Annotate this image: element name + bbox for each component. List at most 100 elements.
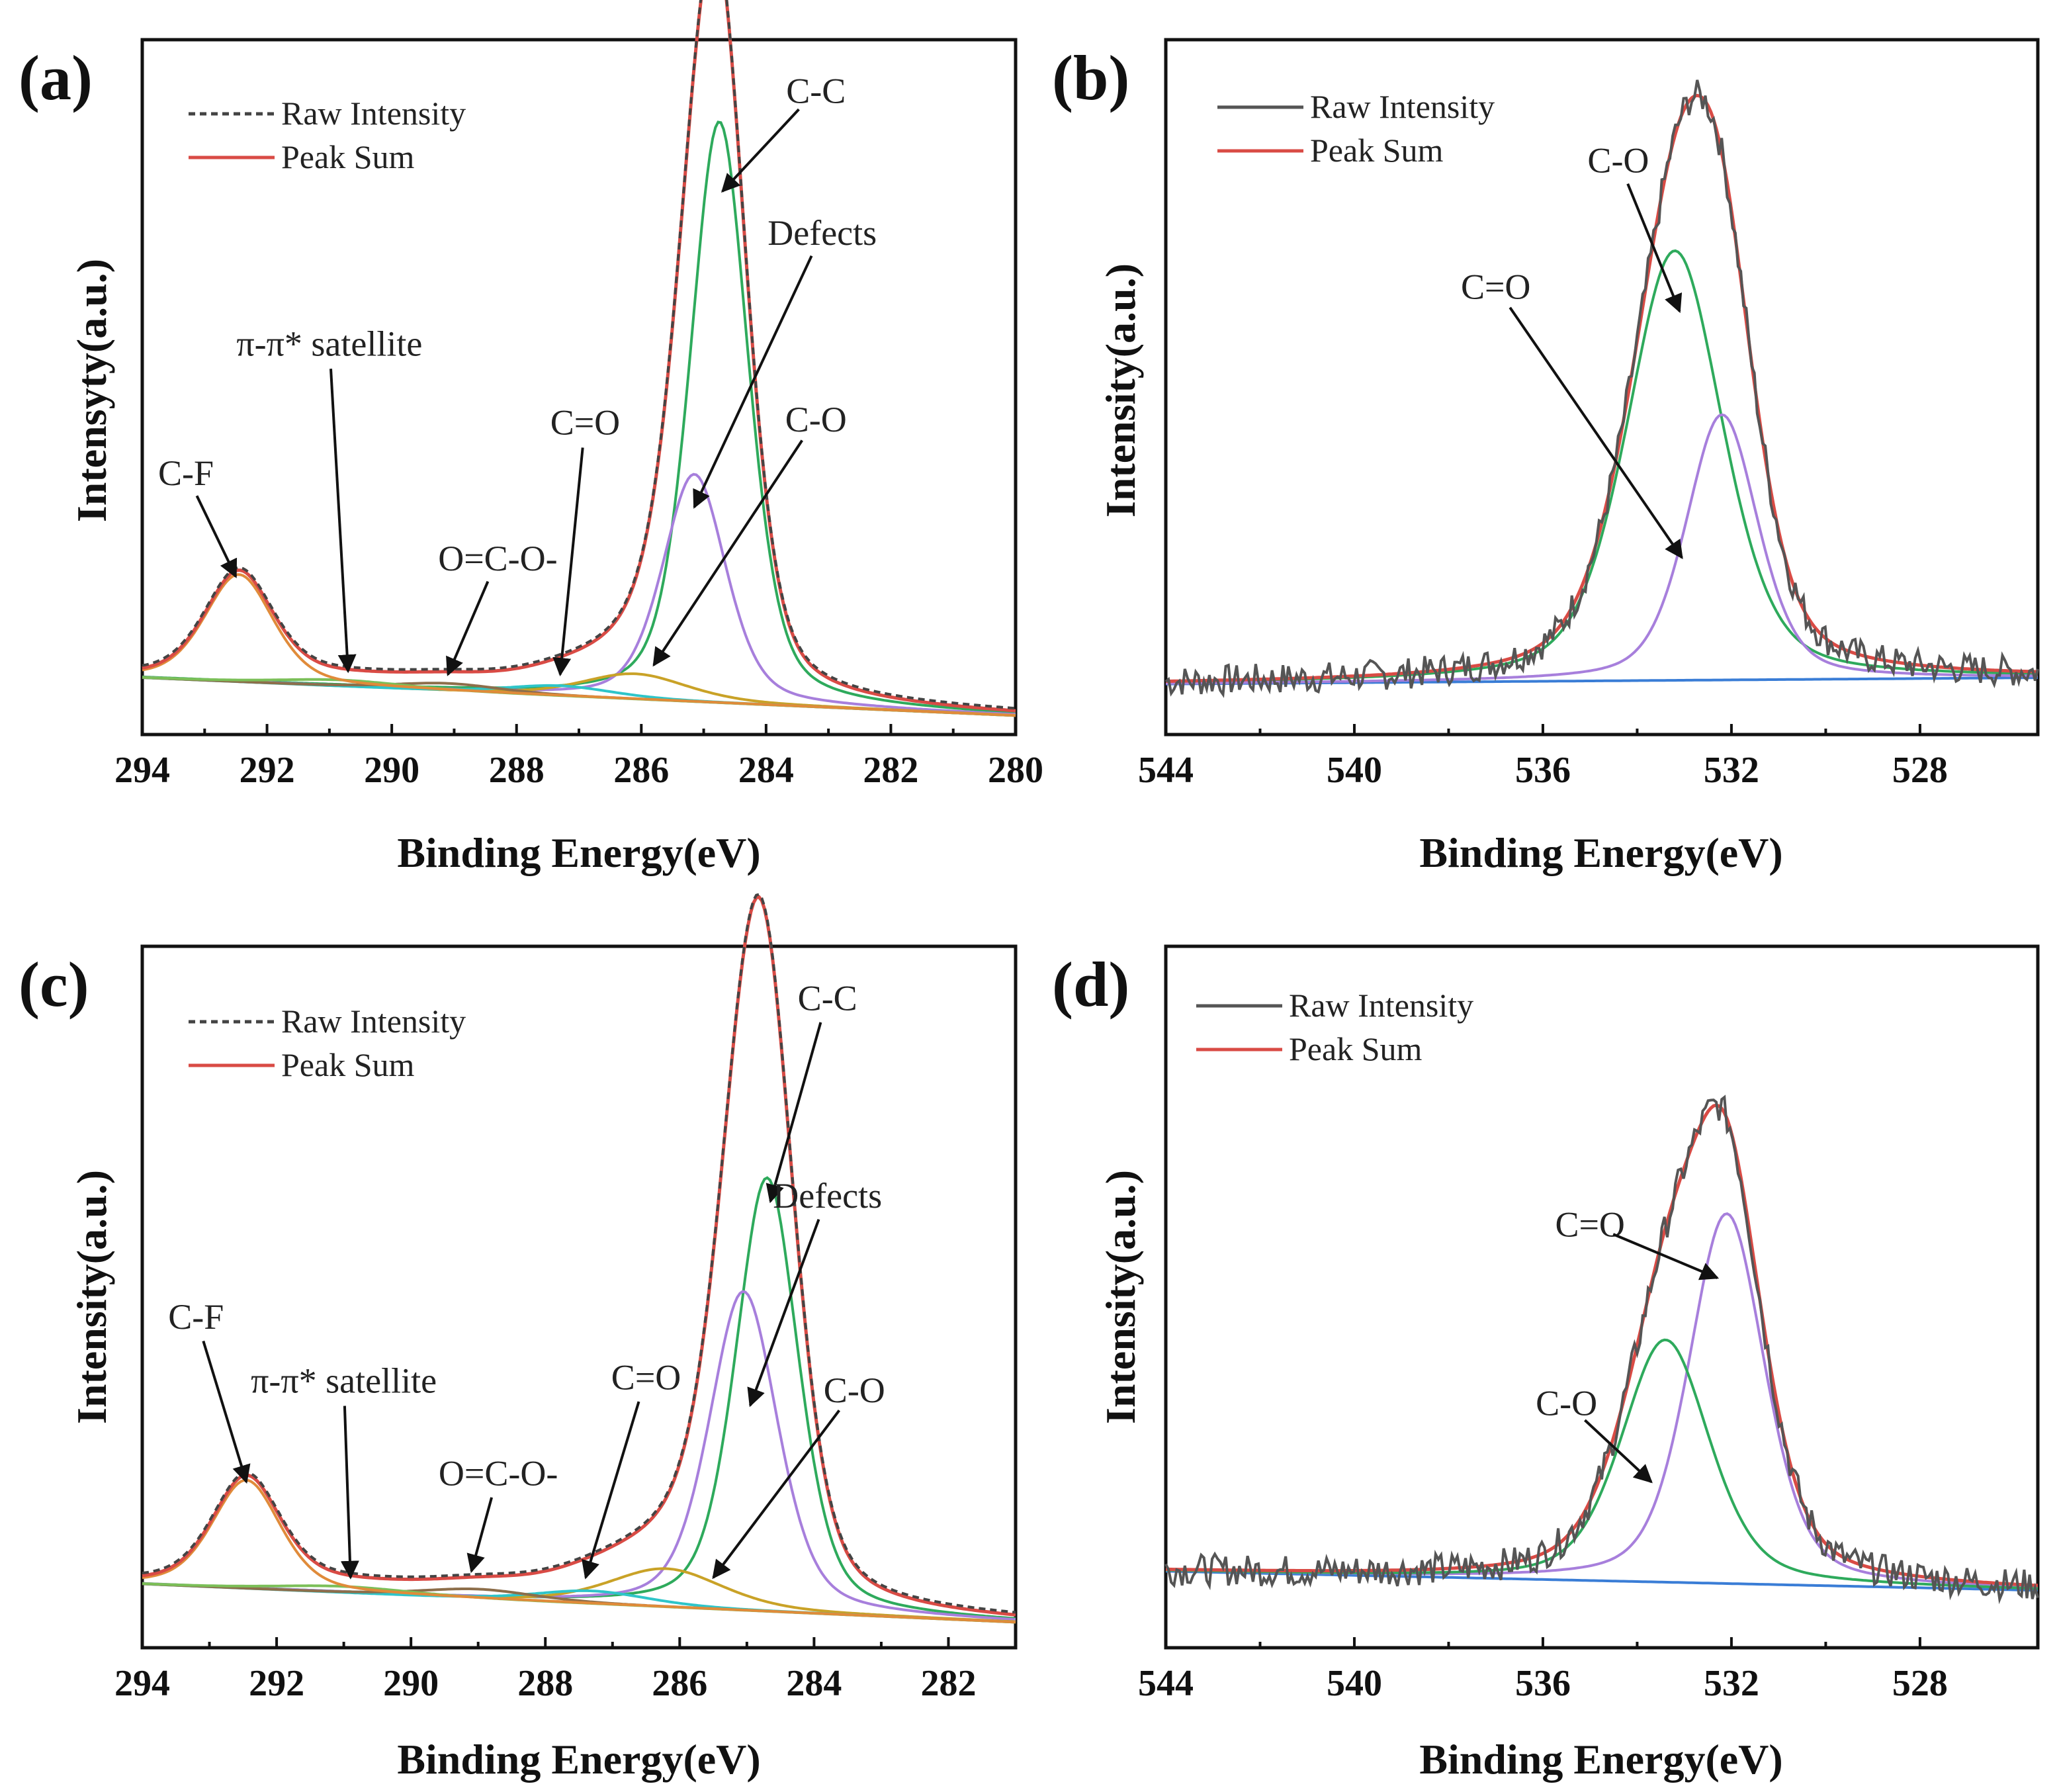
x-tick-label: 294 [114, 1663, 170, 1704]
x-tick-label: 286 [613, 750, 669, 791]
component-c-f [142, 573, 1016, 717]
y-axis-title-b: Intensity(a.u.) [1097, 263, 1144, 517]
legend-raw-label: Raw Intensity [281, 1003, 466, 1040]
x-tick-label: 540 [1327, 1663, 1382, 1704]
component-c-f [142, 1478, 1016, 1624]
panel-a: (a) Intensyty(a.u.) Binding Energy(eV) 2… [19, 0, 1043, 876]
annotation-c-c: C-C [798, 978, 857, 1018]
annotation-ceqo: C=O [611, 1358, 681, 1398]
annotation-arrow [552, 447, 584, 677]
annotations-d: C=O C-O [1536, 1204, 1720, 1484]
annotation-c-o: C-O [785, 400, 847, 439]
legend-b: Raw Intensity Peak Sum [1217, 88, 1495, 169]
x-tick-label: 286 [652, 1663, 707, 1704]
component-c-o [1165, 1338, 2038, 1590]
annotation-defects: Defects [767, 213, 877, 253]
annotation-arrow [766, 1022, 822, 1204]
x-ticks-a: 294 292 290 288 286 284 282 280 [114, 724, 1043, 791]
raw-intensity-curve [1164, 1095, 2039, 1605]
annotation-ceqo: C=O [1461, 267, 1530, 306]
component-c-o [1165, 249, 2038, 684]
annotation-pi-pistar-satellite: π-π* satellite [251, 1361, 437, 1401]
panel-label-a: (a) [19, 42, 93, 113]
annotation-c-o: C-O [824, 1370, 885, 1410]
annotation-arrow [652, 439, 803, 667]
y-axis-title-c: Intensity(a.u.) [68, 1170, 115, 1424]
annotation-pi-pistar-satellite: π-π* satellite [236, 324, 422, 363]
y-axis-title-d: Intensity(a.u.) [1097, 1170, 1144, 1424]
component-ceqo [1166, 413, 2038, 685]
annotation-arrow [1509, 306, 1683, 560]
x-tick-label: 532 [1704, 1663, 1759, 1704]
x-axis-title-a: Binding Energy(eV) [397, 829, 760, 876]
annotation-oeqc-o: O=C-O- [438, 539, 557, 578]
legend-raw-label: Raw Intensity [1310, 88, 1495, 125]
x-tick-label: 536 [1515, 1663, 1571, 1704]
legend-c: Raw Intensity Peak Sum [189, 1003, 466, 1083]
raw-intensity-curve [142, 893, 1016, 1614]
annotation-arrow [1612, 1233, 1720, 1280]
annotation-arrow [582, 1401, 640, 1580]
panel-d: (d) Intensity(a.u.) Binding Energy(eV) 5… [1052, 944, 2040, 1783]
x-axis-title-c: Binding Energy(eV) [397, 1736, 760, 1783]
annotation-arrow [340, 1406, 359, 1580]
x-tick-label: 536 [1515, 750, 1571, 791]
curves-b [1164, 79, 2039, 698]
x-tick-label: 292 [240, 750, 295, 791]
component-defects [142, 472, 1016, 716]
peak-sum-curve [1166, 1103, 2038, 1588]
annotation-ceqo: C=O [550, 403, 620, 443]
annotation-arrow [329, 369, 357, 674]
x-tick-label: 288 [489, 750, 545, 791]
curves-a [142, 0, 1016, 717]
annotations-a: C-C Defects π-π* satellite C-O C=O C-F O=C-O- [158, 71, 877, 677]
baseline-curve [1165, 1570, 2038, 1592]
x-tick-label: 280 [988, 750, 1043, 791]
annotation-arrow [202, 1340, 251, 1484]
x-tick-label: 282 [920, 1663, 976, 1704]
panel-label-c: (c) [19, 949, 89, 1020]
panel-c: (c) Intensity(a.u.) Binding Energy(eV) 2… [19, 893, 1018, 1783]
annotation-arrow [693, 255, 813, 509]
x-tick-label: 284 [738, 750, 794, 791]
panel-label-b: (b) [1052, 42, 1129, 113]
legend-sum-label: Peak Sum [1310, 132, 1444, 169]
annotation-ceqo: C=O [1555, 1204, 1624, 1244]
x-tick-label: 290 [383, 1663, 439, 1704]
legend-raw-label: Raw Intensity [1289, 987, 1473, 1024]
raw-intensity-curve [1164, 79, 2039, 698]
curves-d [1164, 1095, 2039, 1605]
legend-d: Raw Intensity Peak Sum [1196, 987, 1473, 1067]
x-tick-label: 528 [1892, 1663, 1948, 1704]
x-tick-label: 284 [786, 1663, 842, 1704]
annotation-arrow [1584, 1419, 1653, 1484]
raw-intensity-curve [142, 0, 1016, 710]
plot-frame-b [1164, 38, 2040, 737]
annotation-c-f: C-F [158, 453, 214, 493]
plot-frame-a [140, 38, 1018, 737]
x-tick-label: 544 [1138, 1663, 1194, 1704]
annotation-c-c: C-C [786, 71, 846, 111]
annotation-c-o: C-O [1536, 1383, 1597, 1423]
x-axis-title-b: Binding Energy(eV) [1419, 829, 1782, 876]
annotation-arrow [195, 495, 238, 578]
x-ticks-d: 544 540 536 532 528 [1138, 1637, 1948, 1704]
x-ticks-b: 544 540 536 532 528 [1138, 724, 1948, 791]
y-axis-title-a: Intensyty(a.u.) [68, 259, 115, 522]
peak-sum-curve [142, 0, 1016, 713]
x-ticks-c: 294 292 290 288 286 284 282 [114, 1637, 976, 1704]
legend-sum-label: Peak Sum [1289, 1030, 1423, 1067]
curves-c [142, 893, 1016, 1624]
panel-label-d: (d) [1052, 949, 1129, 1020]
x-tick-label: 532 [1704, 750, 1759, 791]
annotation-arrow [1626, 183, 1683, 314]
annotation-arrow [747, 1219, 820, 1408]
legend-sum-label: Peak Sum [281, 1046, 415, 1083]
legend-sum-label: Peak Sum [281, 138, 415, 175]
peak-sum-curve [142, 895, 1016, 1617]
annotation-arrow [721, 108, 800, 193]
legend-a: Raw Intensity Peak Sum [189, 95, 466, 175]
x-tick-label: 282 [863, 750, 918, 791]
x-axis-title-d: Binding Energy(eV) [1419, 1736, 1782, 1783]
